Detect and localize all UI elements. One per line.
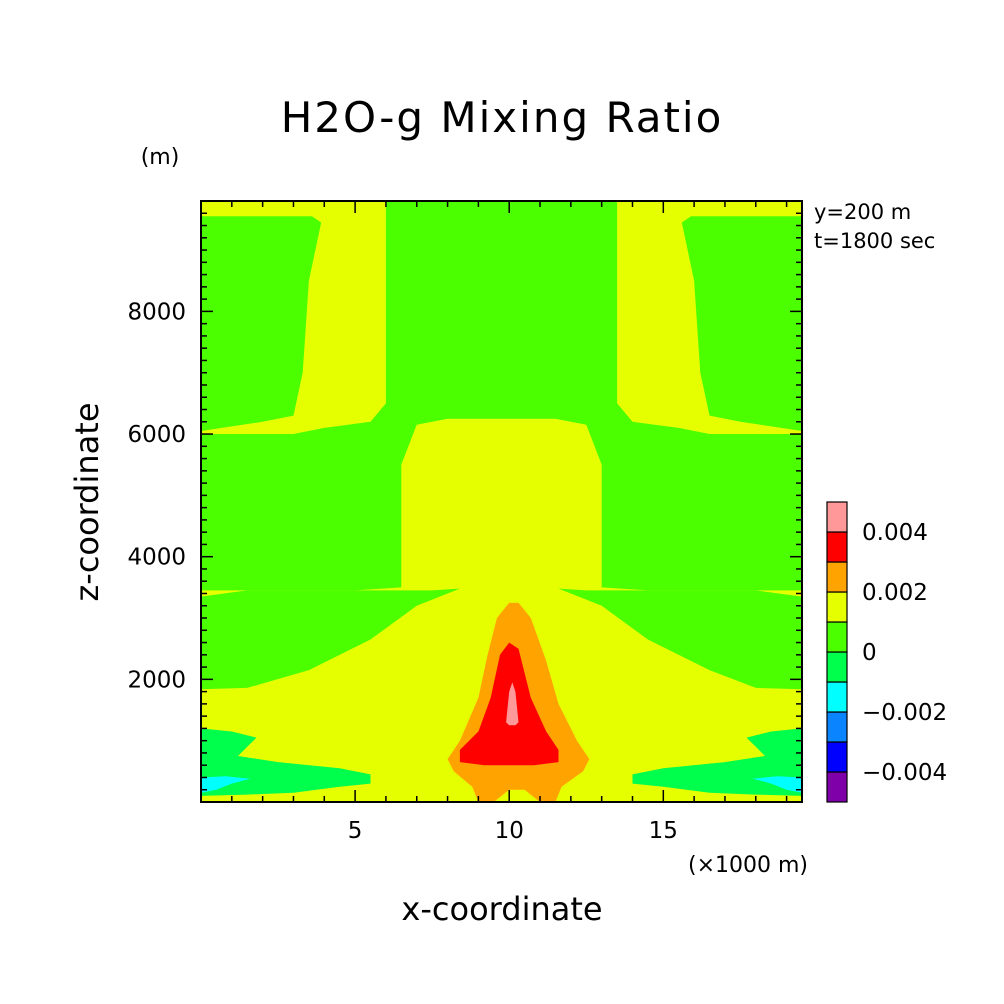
colorbar-swatch	[826, 591, 848, 623]
x-axis-label: x-coordinate	[401, 890, 602, 928]
plot-area	[200, 200, 803, 803]
x-tick-labels: 5 10 15	[348, 818, 678, 844]
chart-title: H2O-g Mixing Ratio	[281, 93, 724, 142]
x-unit-label: (×1000 m)	[688, 853, 808, 878]
colorbar-swatch	[826, 501, 848, 533]
y-tick-labels: 2000 4000 6000 8000	[127, 299, 186, 693]
colorbar	[826, 501, 848, 803]
colorbar-swatch	[826, 741, 848, 773]
colorbar-swatch	[826, 771, 848, 803]
colorbar-swatch	[826, 681, 848, 713]
y-axis-label: z-coordinate	[68, 402, 106, 601]
contour-regions	[201, 201, 802, 802]
colorbar-label: −0.004	[862, 760, 947, 786]
x-tick-label: 15	[649, 818, 678, 844]
y-unit-label: (m)	[141, 145, 180, 170]
colorbar-label: 0.002	[862, 580, 928, 606]
annotation-t: t=1800 sec	[814, 229, 935, 253]
colorbar-labels: −0.004 −0.002 0 0.002 0.004	[862, 520, 947, 786]
colorbar-label: −0.002	[862, 700, 947, 726]
axis-ticks	[201, 201, 802, 802]
y-tick-label: 8000	[127, 299, 186, 325]
contour-region-9	[752, 776, 802, 793]
y-tick-label: 4000	[127, 545, 186, 571]
colorbar-swatch	[826, 711, 848, 743]
annotation-y: y=200 m	[814, 200, 911, 224]
plot-frame	[200, 200, 803, 803]
colorbar-swatch	[826, 531, 848, 563]
colorbar-label: 0.004	[862, 520, 928, 546]
colorbar-swatch	[826, 561, 848, 593]
x-tick-label: 5	[348, 818, 363, 844]
contour-region-2	[201, 201, 802, 591]
x-tick-label: 10	[495, 818, 524, 844]
colorbar-label: 0	[862, 640, 877, 666]
contour-region-5	[506, 682, 519, 726]
contour-region-8	[201, 776, 251, 793]
y-tick-label: 2000	[127, 667, 186, 693]
colorbar-swatch	[826, 621, 848, 653]
colorbar-swatch	[826, 651, 848, 683]
y-tick-label: 6000	[127, 422, 186, 448]
